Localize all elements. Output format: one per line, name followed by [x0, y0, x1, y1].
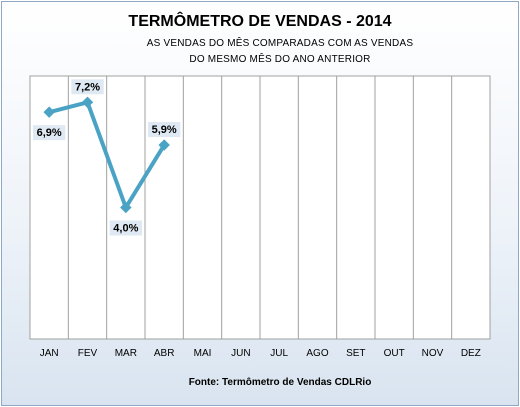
data-label-bg-jan	[32, 125, 66, 141]
chart-source-note: Fonte: Termômetro de Vendas CDLRio	[188, 377, 372, 388]
data-label-jan: 6,9%	[37, 127, 62, 139]
data-point-jan	[43, 106, 55, 118]
series-line	[48, 100, 166, 210]
data-label-abr: 5,9%	[152, 124, 177, 136]
series-layer	[43, 96, 170, 214]
data-label-bg-mar	[109, 220, 143, 236]
x-tick-label-abr: ABR	[154, 348, 175, 359]
x-tick-label-nov: NOV	[422, 348, 444, 359]
data-label-bg-abr	[147, 122, 181, 138]
data-point-abr	[158, 139, 170, 151]
x-tick-label-jun: JUN	[231, 348, 250, 359]
data-label-fev: 7,2%	[75, 81, 100, 93]
x-tick-label-set: SET	[346, 348, 365, 359]
x-axis-tick-labels: JAN FEV MAR ABR MAI JUN JUL AGO SET OUT NOV DEZ	[40, 348, 481, 359]
chart-title: TERMÔMETRO DE VENDAS - 2014	[128, 13, 392, 30]
x-tick-label-dez: DEZ	[461, 348, 481, 359]
chart-subtitle-line-1: AS VENDAS DO MÊS COMPARADAS COM AS VENDA…	[146, 38, 414, 49]
x-tick-label-jul: JUL	[270, 348, 288, 359]
x-tick-label-ago: AGO	[306, 348, 328, 359]
x-tick-label-mai: MAI	[194, 348, 212, 359]
x-tick-label-mar: MAR	[115, 348, 137, 359]
x-tick-label-out: OUT	[384, 348, 405, 359]
vertical-gridlines	[67, 76, 453, 339]
chart-subtitle-line-2: DO MESMO MÊS DO ANO ANTERIOR	[189, 54, 371, 65]
data-labels-layer: 6,9% 7,2% 4,0% 5,9%	[32, 79, 181, 236]
data-point-fev	[81, 96, 94, 109]
data-label-mar: 4,0%	[113, 223, 138, 235]
x-tick-label-fev: FEV	[78, 348, 98, 359]
data-point-mar	[120, 201, 132, 214]
data-label-bg-fev	[71, 79, 104, 95]
x-tick-label-jan: JAN	[40, 348, 59, 359]
